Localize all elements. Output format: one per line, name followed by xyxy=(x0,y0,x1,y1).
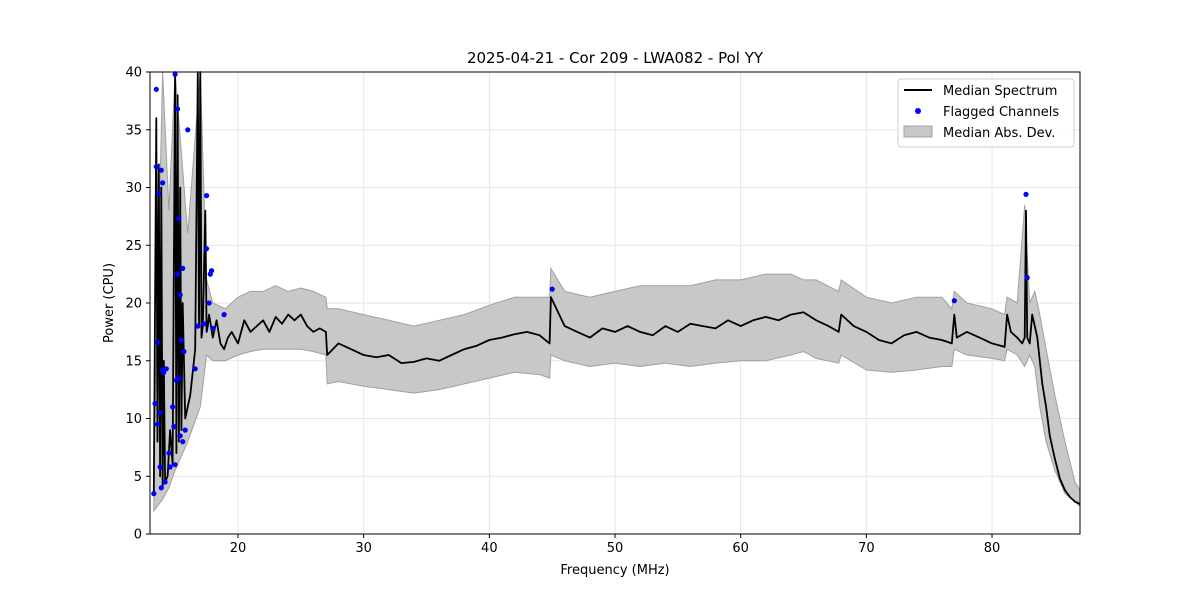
x-tick-label: 80 xyxy=(984,541,1001,556)
flagged-channel-point xyxy=(152,400,158,407)
y-tick-label: 40 xyxy=(125,66,142,81)
flagged-channel-point xyxy=(166,450,172,456)
legend-mad-label: Median Abs. Dev. xyxy=(943,126,1055,141)
x-tick-label: 50 xyxy=(607,541,624,556)
flagged-channel-point xyxy=(153,164,159,170)
x-tick-label: 70 xyxy=(858,541,875,556)
flagged-channel-point xyxy=(180,439,186,445)
y-tick-label: 20 xyxy=(125,297,142,312)
y-tick-label: 35 xyxy=(125,123,142,138)
flagged-channel-point xyxy=(221,312,227,318)
x-axis-label: Frequency (MHz) xyxy=(560,563,669,578)
flagged-channel-point xyxy=(158,485,164,491)
flagged-channel-point xyxy=(181,348,187,355)
flagged-channel-point xyxy=(156,190,162,196)
y-axis-ticks: 0 5 10 15 20 25 30 35 40 xyxy=(125,66,150,543)
flagged-channel-point xyxy=(1024,275,1030,281)
flagged-channel-point xyxy=(204,193,210,199)
flagged-channel-point xyxy=(172,71,178,77)
flagged-channel-point xyxy=(176,375,182,381)
x-tick-label: 30 xyxy=(355,541,372,556)
flagged-channel-point xyxy=(172,462,178,468)
flagged-channel-point xyxy=(204,246,210,252)
y-tick-label: 15 xyxy=(125,354,142,369)
flagged-points-layer xyxy=(151,71,1030,497)
y-axis-label: Power (CPU) xyxy=(102,263,117,343)
flagged-channel-point xyxy=(170,404,176,410)
legend: Median Spectrum Flagged Channels Median … xyxy=(897,78,1075,148)
flagged-channel-point xyxy=(177,292,183,298)
flagged-channel-point xyxy=(178,337,184,343)
flagged-channel-point xyxy=(209,268,215,274)
flagged-channel-point xyxy=(163,366,169,372)
y-tick-label: 30 xyxy=(125,181,142,196)
flagged-channel-point xyxy=(180,265,186,271)
flagged-channel-point xyxy=(195,323,201,329)
chart-title: 2025-04-21 - Cor 209 - LWA082 - Pol YY xyxy=(467,49,764,67)
legend-mad-swatch xyxy=(903,125,933,138)
flagged-channel-point xyxy=(182,427,188,433)
flagged-channel-point xyxy=(175,106,181,112)
y-tick-label: 5 xyxy=(134,470,142,485)
flagged-channel-point xyxy=(192,366,198,372)
x-tick-label: 60 xyxy=(732,541,749,556)
flagged-channel-point xyxy=(175,271,181,277)
legend-flagged-label: Flagged Channels xyxy=(943,105,1059,120)
flagged-channel-point xyxy=(154,421,161,427)
flagged-channel-point xyxy=(201,321,207,327)
flagged-channel-point xyxy=(210,325,216,331)
flagged-channel-point xyxy=(160,180,166,186)
flagged-channel-point xyxy=(151,491,157,497)
flagged-channel-point xyxy=(153,86,159,92)
flagged-channel-point xyxy=(176,216,182,222)
flagged-channel-point xyxy=(206,300,212,306)
legend-flagged-swatch xyxy=(915,108,921,114)
flagged-channel-point xyxy=(185,127,191,133)
flagged-channel-point xyxy=(167,464,173,470)
flagged-channel-point xyxy=(162,479,168,485)
flagged-channel-point xyxy=(157,410,163,416)
flagged-channel-point xyxy=(171,424,177,430)
legend-box xyxy=(897,78,1075,148)
flagged-channel-point xyxy=(1023,191,1029,197)
y-tick-label: 25 xyxy=(125,239,142,254)
y-tick-label: 10 xyxy=(125,412,142,427)
x-tick-label: 20 xyxy=(230,541,247,556)
flagged-channel-point xyxy=(177,433,183,439)
flagged-channel-point xyxy=(951,298,957,304)
flagged-channel-point xyxy=(549,286,555,292)
x-axis-ticks: 20 30 40 50 60 70 80 xyxy=(230,534,1001,556)
x-tick-label: 40 xyxy=(481,541,498,556)
flagged-channel-point xyxy=(158,167,164,173)
legend-median-label: Median Spectrum xyxy=(943,84,1057,99)
flagged-channel-point xyxy=(157,464,163,470)
y-tick-label: 0 xyxy=(134,528,142,543)
flagged-channel-point xyxy=(154,339,161,345)
